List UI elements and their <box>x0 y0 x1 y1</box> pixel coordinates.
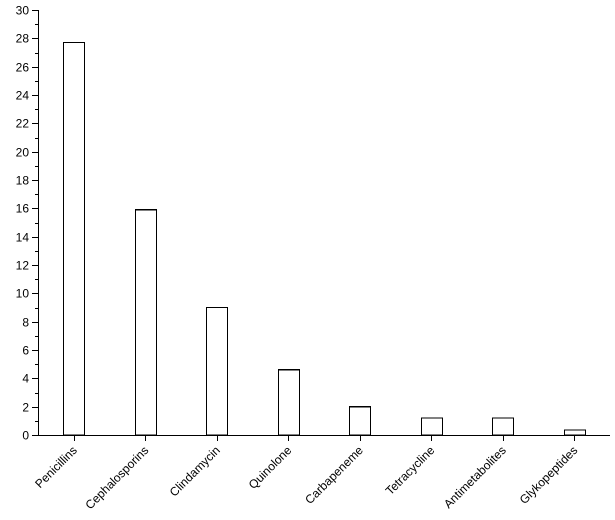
x-tick-label: Antimetabolites <box>441 443 509 511</box>
y-tick-label: 26 <box>16 61 30 75</box>
bar <box>563 429 587 436</box>
bar <box>134 209 158 436</box>
bar <box>348 406 372 436</box>
x-tick-label: Penicillins <box>32 443 80 491</box>
y-tick-label: 12 <box>16 259 30 273</box>
y-tick-label: 30 <box>16 4 30 18</box>
x-tick-label: Glykopeptides <box>517 443 581 507</box>
x-tick-label: Tetracycline <box>383 443 438 498</box>
x-axis-ticks: Penicillins Cephalosporins Clindamycin Quin… <box>32 435 580 512</box>
y-tick-label: 2 <box>22 401 29 415</box>
bar <box>420 417 444 436</box>
bar <box>62 41 86 436</box>
bar <box>277 369 301 436</box>
y-tick-label: 28 <box>16 32 30 46</box>
y-tick-label: 24 <box>16 89 30 103</box>
y-tick-label: 4 <box>22 372 29 386</box>
x-tick-label: Quinolone <box>246 443 295 492</box>
y-tick-label: 8 <box>22 316 29 330</box>
y-tick-label: 20 <box>16 146 30 160</box>
y-tick-label: 14 <box>16 231 30 245</box>
y-tick-label: 16 <box>16 202 30 216</box>
y-tick-label: 0 <box>22 429 29 443</box>
bar <box>205 306 229 436</box>
x-tick-label: Clindamycin <box>167 443 223 499</box>
y-tick-label: 18 <box>16 174 30 188</box>
y-tick-label: 10 <box>16 287 30 301</box>
bar <box>491 417 515 436</box>
y-tick-label: 22 <box>16 117 30 131</box>
bars-group <box>62 41 587 436</box>
x-tick-label: Carbapeneme <box>302 443 366 507</box>
y-tick-label: 6 <box>22 344 29 358</box>
x-tick-label: Cephalosporins <box>83 443 152 512</box>
